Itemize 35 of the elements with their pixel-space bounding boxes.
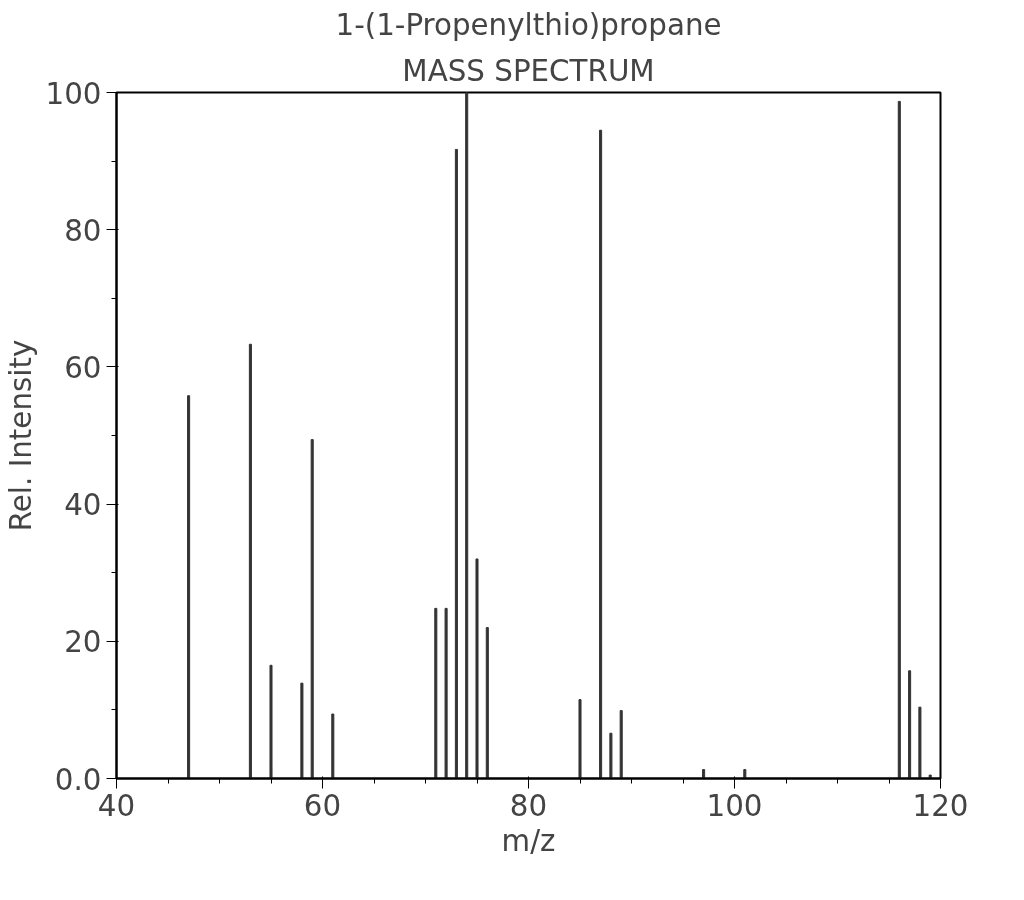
y-tick-label: 20 xyxy=(64,625,102,660)
x-tick-label: 60 xyxy=(303,788,342,823)
x-tick-label: 120 xyxy=(912,788,969,823)
bar xyxy=(187,395,191,779)
chart-subtitle: MASS SPECTRUM xyxy=(402,53,655,88)
bar xyxy=(454,148,458,779)
bar xyxy=(475,558,479,779)
bar xyxy=(609,732,613,779)
bar xyxy=(485,627,489,779)
y-tick-label: 60 xyxy=(64,350,102,385)
x-axis-title: m/z xyxy=(501,823,556,858)
y-axis-title: Rel. Intensity xyxy=(3,339,38,532)
bar xyxy=(928,774,932,779)
bar xyxy=(248,343,252,779)
bar xyxy=(331,713,335,779)
chart-title: 1-(1-Propenylthio)propane xyxy=(335,7,722,42)
bar xyxy=(444,607,448,779)
y-tick-label: 40 xyxy=(64,488,102,523)
bar xyxy=(918,706,922,779)
bar xyxy=(897,100,901,779)
x-tick-label: 80 xyxy=(509,788,548,823)
bar xyxy=(310,439,314,779)
bar xyxy=(578,699,582,779)
bar xyxy=(465,92,469,779)
bar xyxy=(908,670,912,779)
bar xyxy=(743,769,747,779)
y-tick-label: 80 xyxy=(64,213,102,248)
bar xyxy=(434,607,438,779)
bar xyxy=(702,769,706,779)
bar xyxy=(269,664,273,779)
x-tick-label: 100 xyxy=(706,788,763,823)
bar xyxy=(619,710,623,779)
bar xyxy=(300,682,304,779)
y-tick-label: 100 xyxy=(45,76,102,111)
bar xyxy=(599,129,603,779)
